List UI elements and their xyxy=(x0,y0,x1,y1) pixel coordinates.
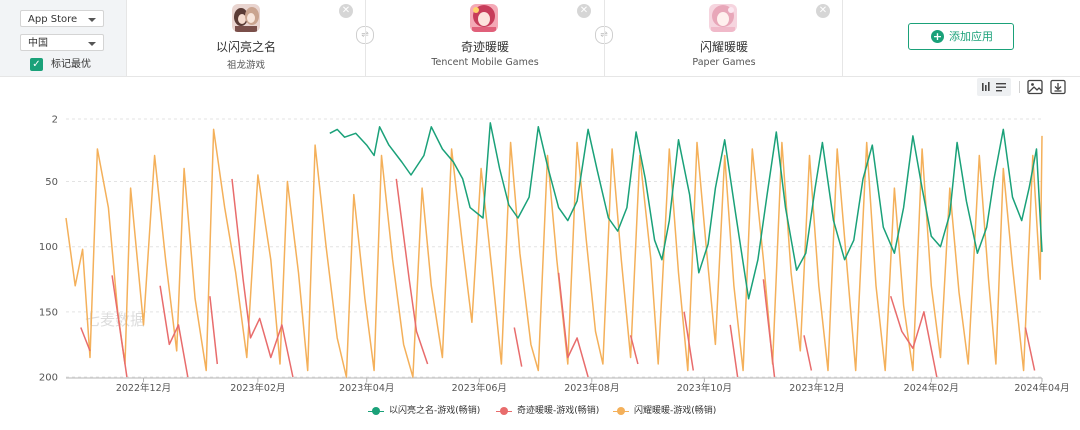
x-tick-label: 2023年06月 xyxy=(452,382,507,394)
y-tick-label: 2 xyxy=(52,115,58,126)
x-tick-label: 2023年10月 xyxy=(677,382,732,394)
series-line-2 xyxy=(889,295,938,378)
mark-best-checkbox[interactable]: ✓ xyxy=(30,58,43,71)
remove-app-button[interactable]: ✕ xyxy=(339,4,353,18)
store-select-value: App Store xyxy=(28,14,78,25)
series-line-2 xyxy=(557,272,589,378)
app-icon xyxy=(470,4,498,32)
y-tick-label: 200 xyxy=(39,373,58,384)
x-tick-label: 2023年04月 xyxy=(339,382,394,394)
legend-label: 以闪亮之名-游戏(畅销) xyxy=(389,406,481,416)
series-line-2 xyxy=(231,178,294,378)
series-line-2 xyxy=(80,327,91,352)
series-line-2 xyxy=(513,327,523,367)
series-line-2 xyxy=(729,324,739,378)
series-line-2 xyxy=(803,335,813,371)
legend-swatch xyxy=(496,407,512,415)
bar-chart-icon xyxy=(982,82,990,91)
series-line-2 xyxy=(395,178,429,365)
series-lines xyxy=(65,122,1043,378)
chevron-down-icon xyxy=(88,18,96,22)
app-card-1[interactable]: ✕ 以闪亮之名 祖龙游戏 xyxy=(126,0,365,76)
add-app-slot xyxy=(842,0,1080,76)
app-developer: 祖龙游戏 xyxy=(226,60,265,71)
x-tick-label: 2024年02月 xyxy=(904,382,959,394)
chart-view-toggle[interactable] xyxy=(977,78,1011,96)
y-tick-label: 150 xyxy=(39,307,58,318)
x-tick-label: 2022年12月 xyxy=(116,382,171,394)
series-line-2 xyxy=(159,285,189,378)
y-tick-label: 100 xyxy=(39,242,58,253)
x-tick-label: 2023年02月 xyxy=(230,382,285,394)
rank-trend-chart: 2 50 100 150 200 2022年12月 2023年02月 2023年04月 2023… xyxy=(39,115,1070,395)
app-icon xyxy=(232,4,260,32)
add-app-button[interactable]: + 添加应用 xyxy=(908,23,1014,50)
y-tick-label: 50 xyxy=(45,177,58,188)
region-select[interactable]: 中国 xyxy=(20,34,104,51)
region-select-value: 中国 xyxy=(28,38,48,49)
compare-header: App Store 中国 ✓ 标记最优 ✕ 以闪亮之名 祖龙游戏 ⇌ xyxy=(0,0,1080,77)
remove-app-button[interactable]: ✕ xyxy=(816,4,830,18)
series-line-2 xyxy=(629,335,639,365)
app-icon xyxy=(709,4,737,32)
mark-best-label: 标记最优 xyxy=(51,59,91,70)
app-developer: Paper Games xyxy=(692,57,756,68)
legend-swatch xyxy=(368,407,384,415)
series-line-2 xyxy=(209,296,219,365)
store-select[interactable]: App Store xyxy=(20,10,104,27)
grid-lines xyxy=(66,118,1042,378)
x-tick-label: 2023年12月 xyxy=(789,382,844,394)
legend-label: 闪耀暖暖-游戏(畅销) xyxy=(634,406,717,416)
app-name: 以闪亮之名 xyxy=(215,40,276,54)
series-line-1 xyxy=(329,122,1043,300)
app-developer: Tencent Mobile Games xyxy=(431,57,539,68)
series-line-2 xyxy=(1024,327,1036,371)
app-card-3[interactable]: ✕ 闪耀暖暖 Paper Games xyxy=(604,0,843,76)
series-line-2 xyxy=(762,279,776,378)
add-app-label: 添加应用 xyxy=(949,30,993,43)
app-card-2[interactable]: ✕ 奇迹暖暖 Tencent Mobile Games xyxy=(365,0,604,76)
legend-swatch xyxy=(613,407,629,415)
chart-axes: 2 50 100 150 200 2022年12月 2023年02月 2023年04月 2023… xyxy=(39,115,1070,395)
chart-legend: 以闪亮之名-游戏(畅销) 奇迹暖暖-游戏(畅销) 闪耀暖暖-游戏(畅销) xyxy=(0,404,1080,418)
legend-label: 奇迹暖暖-游戏(畅销) xyxy=(517,406,600,416)
app-name: 奇迹暖暖 xyxy=(460,40,509,54)
series-line-3 xyxy=(65,128,1043,378)
x-tick-label: 2024年04月 xyxy=(1014,382,1069,394)
filter-panel: App Store 中国 ✓ 标记最优 xyxy=(0,0,126,76)
toolbar-divider xyxy=(1019,81,1020,93)
list-icon xyxy=(996,83,1006,92)
series-line-2 xyxy=(111,275,128,378)
series-line-2 xyxy=(683,311,695,371)
x-tick-label: 2023年08月 xyxy=(564,382,619,394)
app-name: 闪耀暖暖 xyxy=(699,40,748,54)
chevron-down-icon xyxy=(88,42,96,46)
image-export-icon[interactable] xyxy=(1026,78,1044,96)
download-icon[interactable] xyxy=(1049,78,1067,96)
remove-app-button[interactable]: ✕ xyxy=(577,4,591,18)
plus-icon: + xyxy=(931,30,944,43)
watermark: 七麦数据 xyxy=(85,311,145,329)
